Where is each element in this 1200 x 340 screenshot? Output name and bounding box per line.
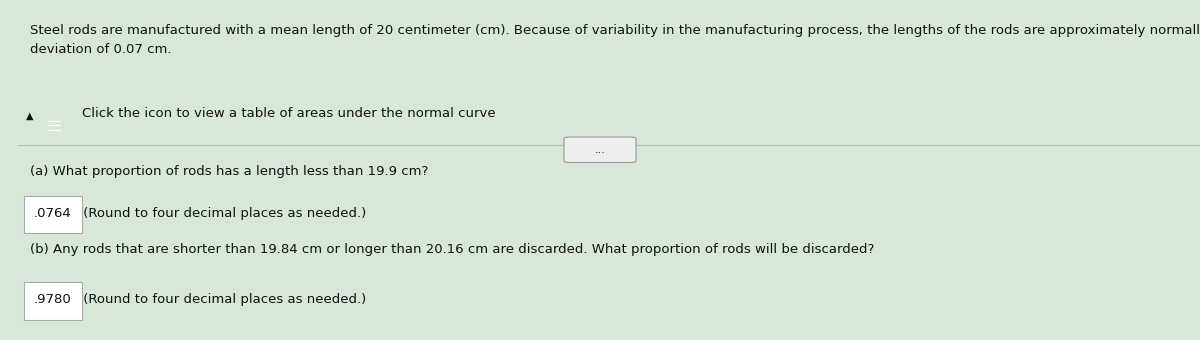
Text: Click the icon to view a table of areas under the normal curve: Click the icon to view a table of areas … xyxy=(82,107,496,120)
Text: .0764: .0764 xyxy=(34,207,72,220)
FancyBboxPatch shape xyxy=(24,195,82,233)
FancyBboxPatch shape xyxy=(24,282,82,320)
Text: ▲: ▲ xyxy=(26,110,34,120)
Text: .9780: .9780 xyxy=(34,293,72,306)
FancyBboxPatch shape xyxy=(564,137,636,163)
Text: (Round to four decimal places as needed.): (Round to four decimal places as needed.… xyxy=(79,207,366,220)
Text: Steel rods are manufactured with a mean length of 20 centimeter (cm). Because of: Steel rods are manufactured with a mean … xyxy=(30,24,1200,56)
Text: (Round to four decimal places as needed.): (Round to four decimal places as needed.… xyxy=(79,293,366,306)
Text: ...: ... xyxy=(594,144,606,155)
Text: (b) Any rods that are shorter than 19.84 cm or longer than 20.16 cm are discarde: (b) Any rods that are shorter than 19.84… xyxy=(30,243,875,256)
Text: (a) What proportion of rods has a length less than 19.9 cm?: (a) What proportion of rods has a length… xyxy=(30,165,428,178)
